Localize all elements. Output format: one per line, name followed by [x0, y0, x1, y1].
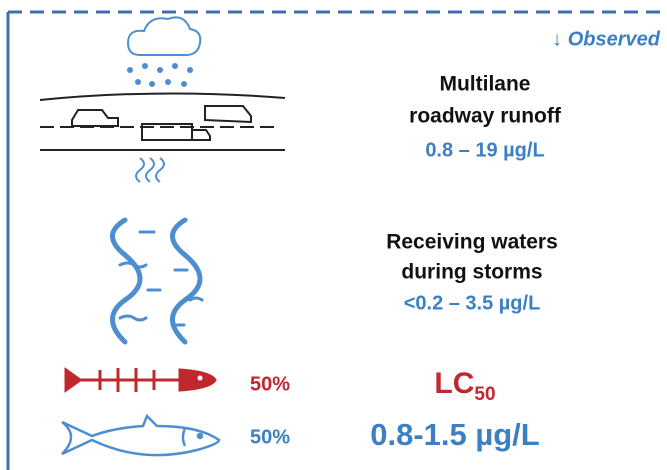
lc-subscript: 50	[474, 384, 495, 405]
dead-fish-percent: 50%	[250, 373, 290, 395]
water-icon	[113, 220, 203, 342]
panel-title: roadway runoff	[409, 105, 562, 128]
panel-title: Multilane	[439, 73, 530, 96]
observed-label: ↓ Observed	[552, 28, 661, 50]
panel-title: during storms	[401, 261, 542, 284]
panel-range: 0.8 – 19 µg/L	[425, 139, 544, 161]
dead-fish-icon	[66, 368, 215, 392]
live-fish-icon	[62, 416, 219, 455]
panel-range: <0.2 – 3.5 µg/L	[404, 292, 541, 314]
panel-title: Receiving waters	[386, 231, 558, 254]
lc-range: 0.8-1.5 µg/L	[370, 417, 539, 452]
live-fish-percent: 50%	[250, 426, 290, 448]
roadway-icon	[40, 17, 285, 182]
lc-label: LC50	[434, 367, 495, 405]
lc-metric: LC	[434, 367, 474, 400]
diagram: ↓ Observed Multilane roadway runoff 0.8 …	[0, 0, 667, 470]
